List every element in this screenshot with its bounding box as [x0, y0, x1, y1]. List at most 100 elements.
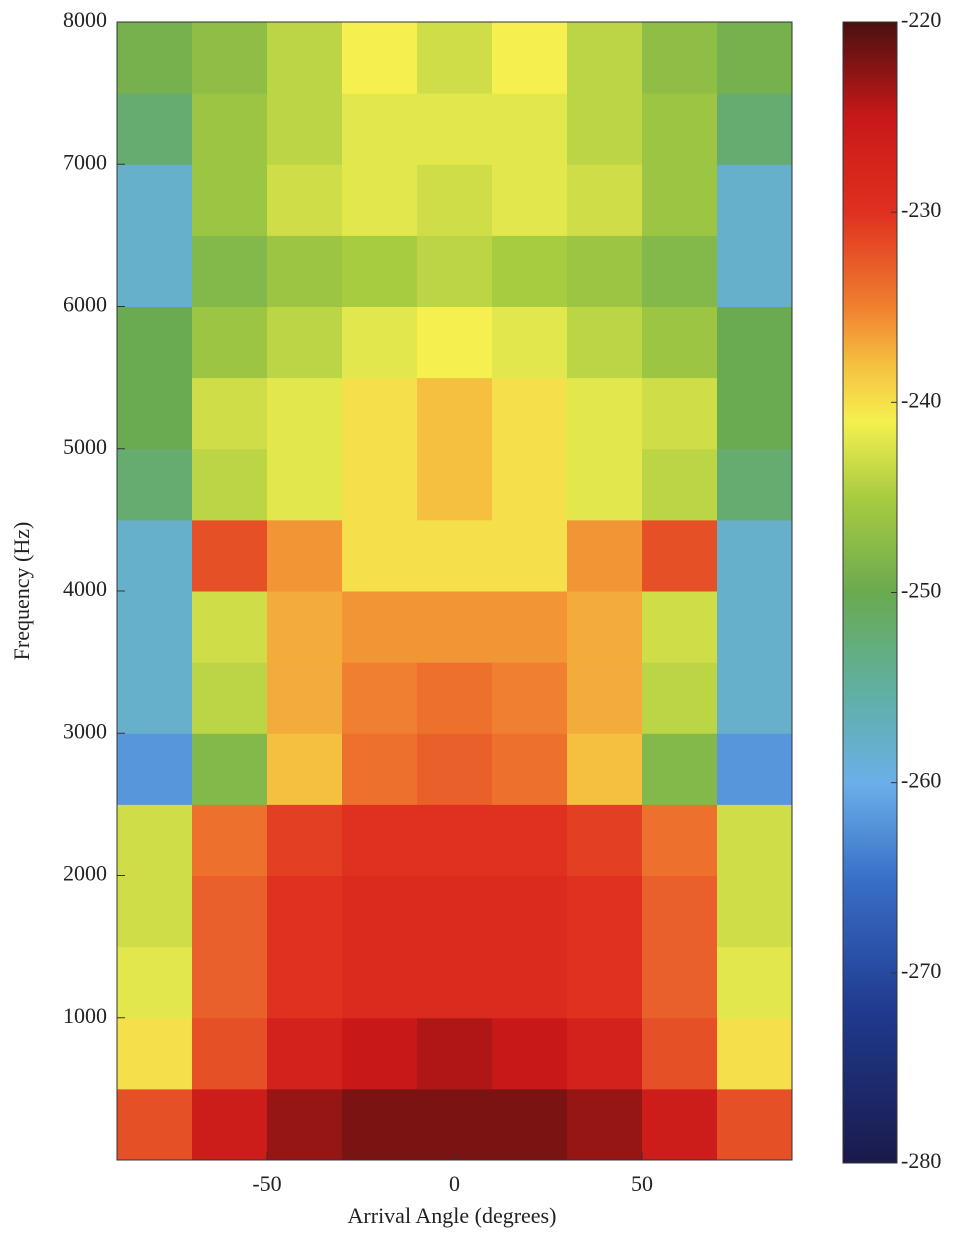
heatmap-cell — [492, 1089, 568, 1161]
heatmap-cell — [417, 1018, 493, 1090]
colorbar-tick-label: -240 — [901, 387, 941, 412]
heatmap-cell — [192, 1089, 268, 1161]
heatmap-cell — [267, 662, 343, 734]
heatmap-cell — [717, 449, 793, 521]
heatmap-cell — [267, 591, 343, 663]
heatmap-cell — [342, 1018, 418, 1090]
heatmap-cell — [417, 164, 493, 236]
heatmap-cell — [642, 733, 718, 805]
heatmap-cell — [717, 804, 793, 876]
heatmap-cell — [567, 662, 643, 734]
heatmap-cell — [417, 93, 493, 165]
heatmap-cell — [567, 164, 643, 236]
heatmap-cell — [567, 591, 643, 663]
heatmap-cell — [117, 804, 193, 876]
heatmap-cell — [417, 520, 493, 592]
heatmap-cell — [417, 947, 493, 1019]
heatmap-cell — [717, 378, 793, 450]
y-tick-label: 4000 — [63, 576, 107, 601]
heatmap-cell — [342, 1089, 418, 1161]
heatmap-cell — [642, 164, 718, 236]
y-axis-label: Frequency (Hz) — [9, 522, 34, 661]
heatmap-cell — [567, 804, 643, 876]
heatmap-cell — [717, 22, 793, 94]
heatmap-cell — [117, 235, 193, 307]
heatmap-cell — [417, 22, 493, 94]
heatmap-cell — [117, 1018, 193, 1090]
y-tick-label: 8000 — [63, 7, 107, 32]
heatmap-cell — [342, 378, 418, 450]
heatmap-cell — [342, 876, 418, 948]
colorbar-tick-label: -220 — [901, 7, 941, 32]
heatmap-cell — [492, 876, 568, 948]
heatmap-cell — [267, 378, 343, 450]
heatmap-cell — [492, 164, 568, 236]
heatmap-cell — [567, 378, 643, 450]
heatmap-cell — [717, 733, 793, 805]
heatmap-cell — [417, 449, 493, 521]
heatmap-cell — [342, 591, 418, 663]
heatmap-cell — [567, 1018, 643, 1090]
colorbar — [843, 22, 897, 1163]
heatmap-cell — [117, 449, 193, 521]
y-tick-label: 3000 — [63, 718, 107, 743]
heatmap-cell — [492, 520, 568, 592]
heatmap-cell — [492, 378, 568, 450]
heatmap-cell — [117, 307, 193, 379]
heatmap-cell — [642, 22, 718, 94]
heatmap-cell — [192, 804, 268, 876]
heatmap-cell — [492, 22, 568, 94]
heatmap-cell — [342, 733, 418, 805]
heatmap-cell — [492, 947, 568, 1019]
heatmap-cell — [342, 22, 418, 94]
heatmap-cell — [717, 591, 793, 663]
heatmap-cell — [117, 164, 193, 236]
heatmap-cell — [567, 93, 643, 165]
heatmap-cell — [342, 307, 418, 379]
heatmap-cell — [192, 520, 268, 592]
heatmap-cell — [717, 520, 793, 592]
heatmap-cell — [642, 876, 718, 948]
heatmap-cell — [417, 591, 493, 663]
heatmap-cell — [342, 235, 418, 307]
heatmap-cell — [417, 235, 493, 307]
heatmap-cell — [567, 449, 643, 521]
heatmap-cell — [117, 1089, 193, 1161]
heatmap-cell — [267, 520, 343, 592]
chart: Arrival Angle (degrees) Frequency (Hz) -… — [0, 0, 958, 1233]
heatmap-cell — [192, 876, 268, 948]
heatmap-cell — [717, 1089, 793, 1161]
heatmap-cell — [192, 591, 268, 663]
heatmap-cell — [717, 164, 793, 236]
heatmap-cell — [192, 164, 268, 236]
heatmap-cell — [117, 876, 193, 948]
heatmap-cell — [417, 1089, 493, 1161]
heatmap-cell — [642, 662, 718, 734]
heatmap-cell — [717, 1018, 793, 1090]
heatmap-cell — [117, 378, 193, 450]
heatmap-cell — [192, 22, 268, 94]
heatmap-cell — [642, 378, 718, 450]
heatmap-cell — [267, 1089, 343, 1161]
heatmap-cell — [267, 947, 343, 1019]
heatmap-cell — [567, 733, 643, 805]
colorbar-tick-label: -230 — [901, 197, 941, 222]
heatmap-cell — [192, 947, 268, 1019]
heatmap-cell — [267, 876, 343, 948]
heatmap-cell — [267, 1018, 343, 1090]
heatmap-cell — [642, 1089, 718, 1161]
heatmap-cell — [642, 307, 718, 379]
heatmap-cell — [567, 235, 643, 307]
heatmap-cell — [267, 22, 343, 94]
heatmap-cell — [492, 235, 568, 307]
heatmap-cell — [342, 520, 418, 592]
heatmap-cell — [717, 307, 793, 379]
heatmap-cell — [492, 93, 568, 165]
heatmap-cell — [567, 307, 643, 379]
heatmap-cell — [192, 733, 268, 805]
heatmap-cell — [642, 591, 718, 663]
x-tick-label: -50 — [252, 1171, 281, 1196]
heatmap-cell — [417, 378, 493, 450]
heatmap-cell — [267, 804, 343, 876]
heatmap-cell — [642, 93, 718, 165]
